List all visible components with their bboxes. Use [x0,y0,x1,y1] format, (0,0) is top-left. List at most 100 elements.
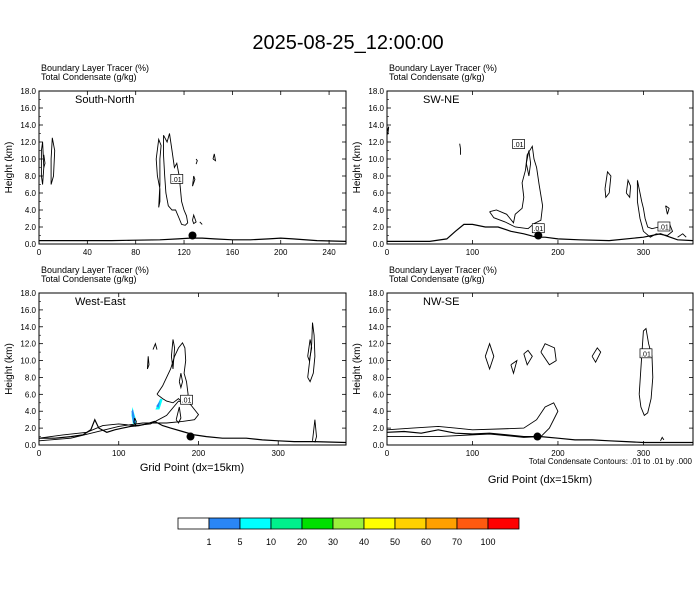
panel-4-location-marker [533,432,542,441]
panel-1-contour-2 [50,137,56,185]
panel-3-xtick-label-1: 0 [37,449,42,458]
panel-3-contour-9 [312,419,317,443]
panel-1-xtick-label-3: 80 [131,248,140,257]
panel-3-ylabel: Height (km) [4,343,15,395]
panel-2-label-line1: Boundary Layer Tracer (%) [389,63,497,73]
panel-3-ytick-label-6: 10.0 [20,357,36,366]
panel-1-contour-8 [192,213,197,225]
panel-4-ytick-label-2: 2.0 [373,424,385,433]
panel-3-contour-label-1: .01 [182,398,192,405]
legend-swatch-10 [456,517,489,530]
panel-3-label-line1: Boundary Layer Tracer (%) [41,265,149,275]
panel-4: Boundary Layer Tracer (%)Total Condensat… [352,265,694,458]
legend-swatch-2 [208,517,241,530]
panel-1-contour-10 [199,221,203,225]
panel-1-contour-6 [192,175,196,187]
panel-4-name: NW-SE [423,296,459,308]
panel-4-ytick-label-9: 16.0 [368,306,384,315]
panel-4-ytick-label-8: 14.0 [368,323,384,332]
panel-3-label-line2: Total Condensate (g/kg) [41,274,137,284]
panels-group: Boundary Layer Tracer (%)Total Condensat… [4,63,694,458]
panel-2-contour-5 [625,178,632,199]
legend-label-7: 40 [359,537,369,547]
panel-2-ytick-label-9: 16.0 [368,104,384,113]
panel-3-ytick-label-8: 14.0 [20,323,36,332]
panel-1-contour-4 [155,137,162,208]
panel-3-ytick-label-9: 16.0 [20,306,36,315]
panel-4-ytick-label-3: 4.0 [373,407,385,416]
panel-1-xtick-label-7: 240 [322,248,336,257]
panel-3-xtick-label-2: 100 [112,449,126,458]
panel-2-ytick-label-1: 0.0 [373,240,385,249]
panel-4-ylabel: Height (km) [352,343,363,395]
panel-2-xtick-label-2: 100 [466,248,480,257]
panel-2: Boundary Layer Tracer (%)Total Condensat… [352,63,694,257]
panel-2-contour-2 [489,144,544,230]
panel-1-ytick-label-1: 0.0 [25,240,37,249]
panel-4-ytick-label-7: 12.0 [368,340,384,349]
panel-4-contour-4 [523,349,533,366]
panel-1-ylabel: Height (km) [4,142,15,194]
panel-2-xtick-label-1: 0 [385,248,390,257]
legend-swatch-4 [270,517,303,530]
panel-3-tracer-patch-4 [156,400,161,408]
panel-2-ytick-label-6: 10.0 [368,155,384,164]
panel-4-ytick-label-10: 18.0 [368,289,384,298]
legend-swatch-5 [301,517,334,530]
panel-1-ytick-label-6: 10.0 [20,155,36,164]
panel-1-label-line2: Total Condensate (g/kg) [41,72,137,82]
panel-2-terrain-line [387,223,694,242]
panel-2-contour-1 [459,143,461,155]
legend-label-11: 100 [480,537,495,547]
panel-2-xtick-label-3: 200 [551,248,565,257]
panel-1-terrain-line [39,237,347,242]
panel-1-contour-5 [163,133,189,226]
contour-note: Total Condensate Contours: .01 to .01 by… [529,457,693,466]
panel-4-xtick-label-4: 300 [637,449,651,458]
figure-title: 2025-08-25_12:00:00 [252,32,443,54]
panel-1-ytick-label-5: 8.0 [25,172,37,181]
legend-swatch-11 [487,517,520,530]
panel-2-label-line2: Total Condensate (g/kg) [389,72,485,82]
panel-4-contour-8 [660,436,665,442]
panel-4-xtick-label-3: 200 [551,449,565,458]
legend-swatch-3 [239,517,272,530]
panel-4-contour-1 [386,402,559,438]
panel-3-ytick-label-2: 2.0 [25,424,37,433]
panel-2-ytick-label-4: 6.0 [373,189,385,198]
legend-label-4: 10 [266,537,276,547]
panel-2-name: SW-NE [423,94,459,106]
panel-2-contour-label-1: .01 [514,142,524,149]
panel-4-xtick-label-1: 0 [385,449,390,458]
panel-4-contour-label-box-1 [639,348,653,359]
panel-3-contour-3 [178,373,183,390]
panel-2-location-marker [534,231,543,240]
panel-2-ytick-label-7: 12.0 [368,138,384,147]
panel-1: Boundary Layer Tracer (%)Total Condensat… [4,63,347,257]
panel-2-contour-label-box-3 [657,221,671,232]
legend-swatch-7 [363,517,396,530]
panel-2-ylabel: Height (km) [352,142,363,194]
panel-1-ytick-label-7: 12.0 [20,138,36,147]
panel-3-name: West-East [75,296,126,308]
legend-swatch-6 [332,517,365,530]
panel-4-ytick-label-1: 0.0 [373,441,385,450]
legend-label-3: 5 [237,537,242,547]
panel-4-contour-5 [540,343,557,366]
panel-1-xtick-label-4: 120 [177,248,191,257]
panel-2-ytick-label-2: 2.0 [373,223,385,232]
panel-1-ytick-label-3: 4.0 [25,206,37,215]
panel-3-contour-7 [307,322,316,383]
panel-2-contour-8 [677,233,687,238]
panel-3-xtick-label-4: 300 [272,449,286,458]
panel-4-ytick-label-4: 6.0 [373,390,385,399]
panel-3: Boundary Layer Tracer (%)Total Condensat… [4,265,347,458]
panel-1-contour-7 [195,158,198,165]
legend-label-2: 1 [206,537,211,547]
panel-3-ytick-label-1: 0.0 [25,441,37,450]
panel-4-contour-7 [638,327,654,417]
panel-2-xtick-label-4: 300 [637,248,651,257]
panel-4-xtick-label-2: 100 [466,449,480,458]
panel-1-ytick-label-4: 6.0 [25,189,37,198]
